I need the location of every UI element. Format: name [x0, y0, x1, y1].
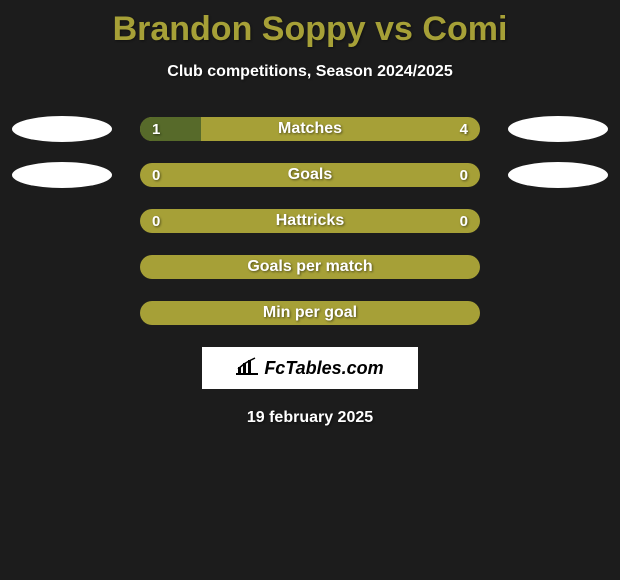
logo-text: FcTables.com [264, 358, 383, 379]
stat-label: Hattricks [140, 209, 480, 233]
avatar-spacer [12, 254, 112, 280]
stat-bar-track: 00Hattricks [140, 209, 480, 233]
stat-label: Min per goal [140, 301, 480, 325]
stat-bar-track: Goals per match [140, 255, 480, 279]
player-avatar-left [12, 116, 112, 142]
source-logo: FcTables.com [202, 347, 418, 389]
player-avatar-left [12, 162, 112, 188]
player-avatar-right [508, 162, 608, 188]
player-avatar-right [508, 116, 608, 142]
stat-row: 14Matches [0, 117, 620, 141]
avatar-spacer [12, 208, 112, 234]
stat-bar-track: Min per goal [140, 301, 480, 325]
snapshot-date: 19 february 2025 [0, 409, 620, 427]
stats-bars: 14Matches 00Goals 00Hattricks Goals per mat… [0, 117, 620, 325]
stat-bar-track: 00Goals [140, 163, 480, 187]
stat-row: Min per goal [0, 301, 620, 325]
stat-label: Goals [140, 163, 480, 187]
chart-icon [236, 357, 258, 380]
stat-bar-track: 14Matches [140, 117, 480, 141]
stat-row: 00Hattricks [0, 209, 620, 233]
stat-label: Goals per match [140, 255, 480, 279]
avatar-spacer [12, 300, 112, 326]
avatar-spacer [508, 208, 608, 234]
page-title: Brandon Soppy vs Comi [0, 0, 620, 49]
avatar-spacer [508, 300, 608, 326]
stat-row: 00Goals [0, 163, 620, 187]
stat-label: Matches [140, 117, 480, 141]
avatar-spacer [508, 254, 608, 280]
comparison-infographic: Brandon Soppy vs Comi Club competitions,… [0, 0, 620, 580]
subtitle: Club competitions, Season 2024/2025 [0, 63, 620, 81]
stat-row: Goals per match [0, 255, 620, 279]
